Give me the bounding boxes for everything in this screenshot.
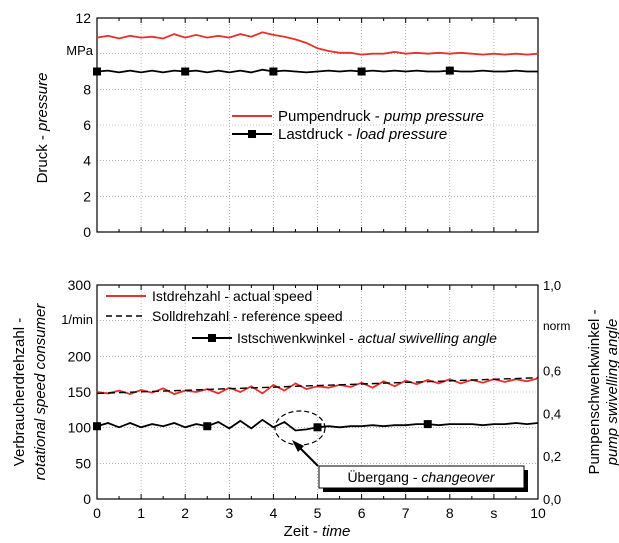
swivel-angle-marker	[203, 422, 212, 431]
legend-pump-pressure-de: Pumpendruck -	[278, 108, 384, 125]
legend-actual-speed-de: Istdrehzahl -	[152, 288, 233, 304]
changeover-label-de: Übergang -	[347, 468, 421, 485]
bottom-y2-unit-label: norm	[543, 319, 570, 333]
swivel-angle-marker	[313, 423, 322, 432]
top-grid	[96, 18, 539, 232]
swivel-angle-marker	[93, 422, 101, 431]
top-y-axis-label: Druck - pressure	[34, 73, 51, 184]
x-tick-label: 0	[93, 505, 101, 521]
bottom-y-tick-labels: 0 50 100 150 200 300	[68, 277, 92, 507]
x-tick-label: 4	[270, 505, 278, 521]
bottom-y2-tick-label: 0,6	[543, 364, 561, 379]
legend-swivel-angle-de: Istschwenkwinkel -	[237, 330, 358, 346]
changeover-box	[318, 465, 525, 489]
load-pressure-line	[96, 68, 538, 74]
top-y-tick-label: 6	[83, 117, 91, 133]
top-chart: 0 2 4 6 8 12 MPa Druck - pressure Pumpendruck…	[34, 10, 539, 240]
legend-reference-speed-de: Solldrehzahl -	[152, 308, 242, 324]
top-y-tick-labels: 0 2 4 6 8 12	[75, 10, 91, 240]
x-tick-label: 2	[181, 505, 189, 521]
x-tick-label: 1	[137, 505, 145, 521]
pump-pressure-line	[96, 31, 539, 56]
x-axis-label: Zeit - time	[284, 523, 351, 540]
top-y-axis-label-en: pressure	[34, 73, 51, 132]
bottom-y2-axis-label-en: pump swivelling angle	[604, 319, 619, 467]
load-pressure-marker	[357, 67, 366, 76]
changeover-arrow-line	[297, 445, 319, 467]
bottom-y-tick-label: 100	[68, 420, 92, 436]
x-tick-label: 3	[225, 505, 233, 521]
changeover-label-en: changeover	[421, 469, 496, 485]
changeover-arrow-head	[292, 440, 304, 452]
x-axis-label-en: time	[322, 523, 350, 540]
bottom-legend: Istdrehzahl - actual speed Solldrehzahl …	[106, 288, 497, 346]
bottom-y2-tick-label: 0,0	[543, 492, 561, 507]
bottom-y2-tick-labels: 0,0 0,2 0,4 0,6 1,0	[543, 278, 561, 507]
top-plot-frame	[96, 17, 539, 233]
x-tick-label: 5	[314, 505, 322, 521]
top-y-axis-label-de: Druck -	[34, 131, 51, 184]
load-pressure-marker	[445, 66, 454, 75]
legend-load-pressure-marker	[248, 130, 256, 138]
top-y-unit-label: MPa	[66, 43, 94, 58]
changeover-annotation: Übergang - changeover	[274, 410, 528, 492]
bottom-y2-tick-label: 0,4	[543, 406, 561, 421]
legend-actual-speed-label: Istdrehzahl - actual speed	[152, 288, 312, 304]
bottom-y-unit-label: 1/min	[61, 312, 93, 327]
x-tick-label: 7	[402, 505, 410, 521]
bottom-y-tick-label: 150	[68, 384, 92, 400]
bottom-chart: 0 50 100 150 200 300 0,0 0,2 0,4 0,6 1,0 0 1 2 3 4 5 6 7…	[11, 277, 619, 540]
load-pressure-marker	[181, 67, 190, 76]
bottom-y-axis-label-en: rotational speed consumer	[32, 303, 49, 481]
x-tick-label: 8	[446, 505, 454, 521]
bottom-y-tick-label: 50	[75, 455, 91, 471]
top-y-tick-label: 8	[83, 81, 91, 97]
legend-load-pressure-label: Lastdruck - load pressure	[278, 126, 447, 143]
bottom-y-axis-label-de: Verbraucherdrehzahl -	[11, 318, 28, 466]
bottom-y2-axis-label-de: Pumpenschwenkwinkel -	[586, 309, 603, 474]
actual-speed-line	[96, 377, 539, 396]
bottom-y-tick-label: 0	[83, 491, 91, 507]
legend-load-pressure-en: load pressure	[356, 126, 447, 143]
bottom-y2-tick-label: 0,2	[543, 449, 561, 464]
top-series	[93, 31, 539, 76]
bottom-y2-tick-label: 1,0	[543, 278, 561, 293]
bottom-x-tick-labels: 0 1 2 3 4 5 6 7 8 s 10	[93, 505, 546, 521]
swivel-angle-marker	[423, 420, 432, 429]
bottom-y-tick-label: 300	[68, 277, 92, 293]
x-axis-label-de: Zeit -	[284, 523, 322, 540]
legend-swivel-angle-en: actual swivelling angle	[358, 330, 498, 346]
legend-reference-speed-label: Solldrehzahl - reference speed	[152, 308, 343, 324]
top-y-tick-label: 2	[83, 188, 91, 204]
legend-pump-pressure-label: Pumpendruck - pump pressure	[278, 108, 484, 125]
legend-pump-pressure-en: pump pressure	[383, 108, 484, 125]
legend-swivel-angle-label: Istschwenkwinkel - actual swivelling ang…	[237, 330, 497, 346]
x-tick-label: s	[490, 505, 497, 521]
top-y-tick-label: 4	[83, 153, 91, 169]
top-y-tick-label: 12	[75, 10, 91, 26]
reference-speed-line	[96, 377, 539, 395]
top-y-tick-label: 0	[83, 224, 91, 240]
changeover-label: Übergang - changeover	[347, 468, 495, 485]
legend-actual-speed-en: actual speed	[233, 288, 312, 304]
legend-swivel-angle-marker	[208, 334, 216, 342]
legend-load-pressure-de: Lastdruck -	[278, 126, 356, 143]
load-pressure-marker	[93, 67, 101, 76]
bottom-series	[93, 377, 539, 432]
x-tick-label: 6	[358, 505, 366, 521]
x-tick-label: 10	[530, 505, 546, 521]
load-pressure-marker	[269, 67, 278, 76]
bottom-y-tick-label: 200	[68, 348, 92, 364]
top-legend: Pumpendruck - pump pressure Lastdruck - …	[232, 108, 484, 143]
legend-reference-speed-en: reference speed	[242, 308, 343, 324]
